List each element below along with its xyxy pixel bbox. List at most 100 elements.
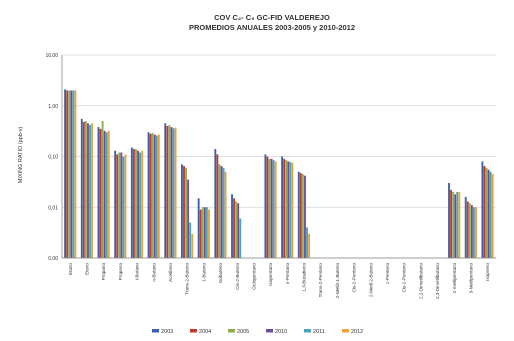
bar (197, 198, 200, 258)
bar (166, 125, 169, 258)
bar (187, 179, 190, 258)
x-tick-label: 1-Penteno (385, 263, 390, 285)
bar (483, 165, 486, 258)
bar (470, 205, 473, 258)
bar (172, 128, 175, 258)
x-tick-label: Propano (101, 263, 106, 281)
legend-label: 2010 (275, 329, 287, 335)
bar (130, 147, 133, 258)
bar (149, 133, 152, 258)
bar (264, 154, 267, 258)
bar (458, 191, 461, 258)
bar (84, 121, 87, 258)
y-tick-label: 0,10 (48, 155, 58, 161)
bar (222, 167, 225, 258)
bar (448, 183, 450, 258)
legend-swatch (152, 329, 159, 333)
x-tick-label: i-Butano (135, 263, 140, 281)
bar (224, 171, 227, 258)
x-tick-label: 1-Buteno (201, 263, 206, 282)
bar (205, 207, 208, 258)
legend-label: 2011 (313, 329, 325, 335)
bar (107, 130, 110, 258)
bar (306, 227, 308, 258)
bar (481, 161, 484, 258)
bar (80, 118, 83, 258)
x-tick-label: 2,2-Dimetilbutano (418, 263, 423, 299)
x-tick-label: Isobuteno (218, 263, 223, 284)
legend: 2003 2004 2005 2010 2011 2012 (152, 329, 363, 335)
bar (70, 90, 73, 259)
legend-label: 2012 (351, 329, 363, 335)
bar (274, 161, 277, 258)
bars (64, 89, 494, 259)
bar (456, 191, 459, 258)
bar (199, 209, 202, 258)
bar (89, 124, 91, 258)
x-tick-label: Trans-2-Buteno (185, 263, 190, 295)
bar (287, 161, 290, 258)
bar (116, 154, 119, 258)
y-axis-label: MIXING RATIO (ppb-v) (18, 127, 24, 184)
bar (304, 175, 306, 258)
bar (87, 123, 89, 259)
bar (105, 132, 108, 258)
x-tick-label: 1,3-Butadieno (302, 263, 307, 292)
bar (68, 90, 71, 259)
bar (468, 203, 471, 258)
chart-title: COV C₂- C₉ GC-FID VALDEREJO (214, 13, 330, 22)
bar (122, 156, 125, 258)
bar (475, 207, 477, 258)
bar (270, 158, 273, 258)
grid (62, 54, 496, 259)
bar (283, 158, 286, 258)
legend-label: 2003 (161, 329, 173, 335)
bar (308, 233, 311, 258)
bar (489, 171, 492, 258)
bar (201, 207, 204, 258)
x-tick-label: Acetileno (168, 263, 173, 282)
bar (203, 207, 206, 258)
bar (214, 149, 217, 258)
bar (164, 123, 167, 259)
chart-subtitle: PROMEDIOS ANUALES 2003-2005 y 2010-2012 (189, 23, 355, 32)
bar (473, 207, 475, 258)
y-tick-label: 0,01 (48, 205, 58, 211)
bar (485, 167, 488, 258)
y-tick-label: 1,00 (48, 104, 58, 110)
legend-swatch (228, 329, 235, 333)
bar (466, 201, 469, 258)
bar (301, 174, 304, 258)
legend-swatch (304, 329, 311, 333)
x-tick-label: Cis-2-Penteno (402, 263, 407, 293)
bar (297, 171, 300, 258)
bar (168, 124, 171, 258)
bar (99, 128, 102, 258)
bar (208, 209, 210, 258)
bar (141, 150, 144, 258)
legend-swatch (342, 329, 349, 333)
y-tick-label: 0,00 (48, 256, 58, 262)
bar (454, 194, 457, 258)
bar (153, 134, 156, 258)
y-tick-label: 10,00 (45, 53, 58, 59)
bar (120, 152, 123, 258)
bar (281, 156, 284, 258)
bar (147, 132, 150, 258)
bar (189, 222, 192, 258)
bar (74, 90, 77, 259)
x-tick-label: 2-MetilI-1-Buteno (335, 263, 340, 299)
bar (91, 123, 94, 259)
bar (487, 169, 490, 258)
bar (66, 90, 69, 259)
bar (191, 233, 194, 258)
x-tick-label: n-Butano (151, 263, 156, 282)
x-tick-label: 2-Metil-2-Buteno (368, 263, 373, 297)
bar (118, 152, 121, 258)
x-tick-label: Cis-2-Penteno (352, 263, 357, 293)
bar (151, 133, 154, 258)
x-tick-label: Ciclopentano (251, 263, 256, 290)
bar (299, 173, 302, 258)
bar (97, 127, 100, 258)
